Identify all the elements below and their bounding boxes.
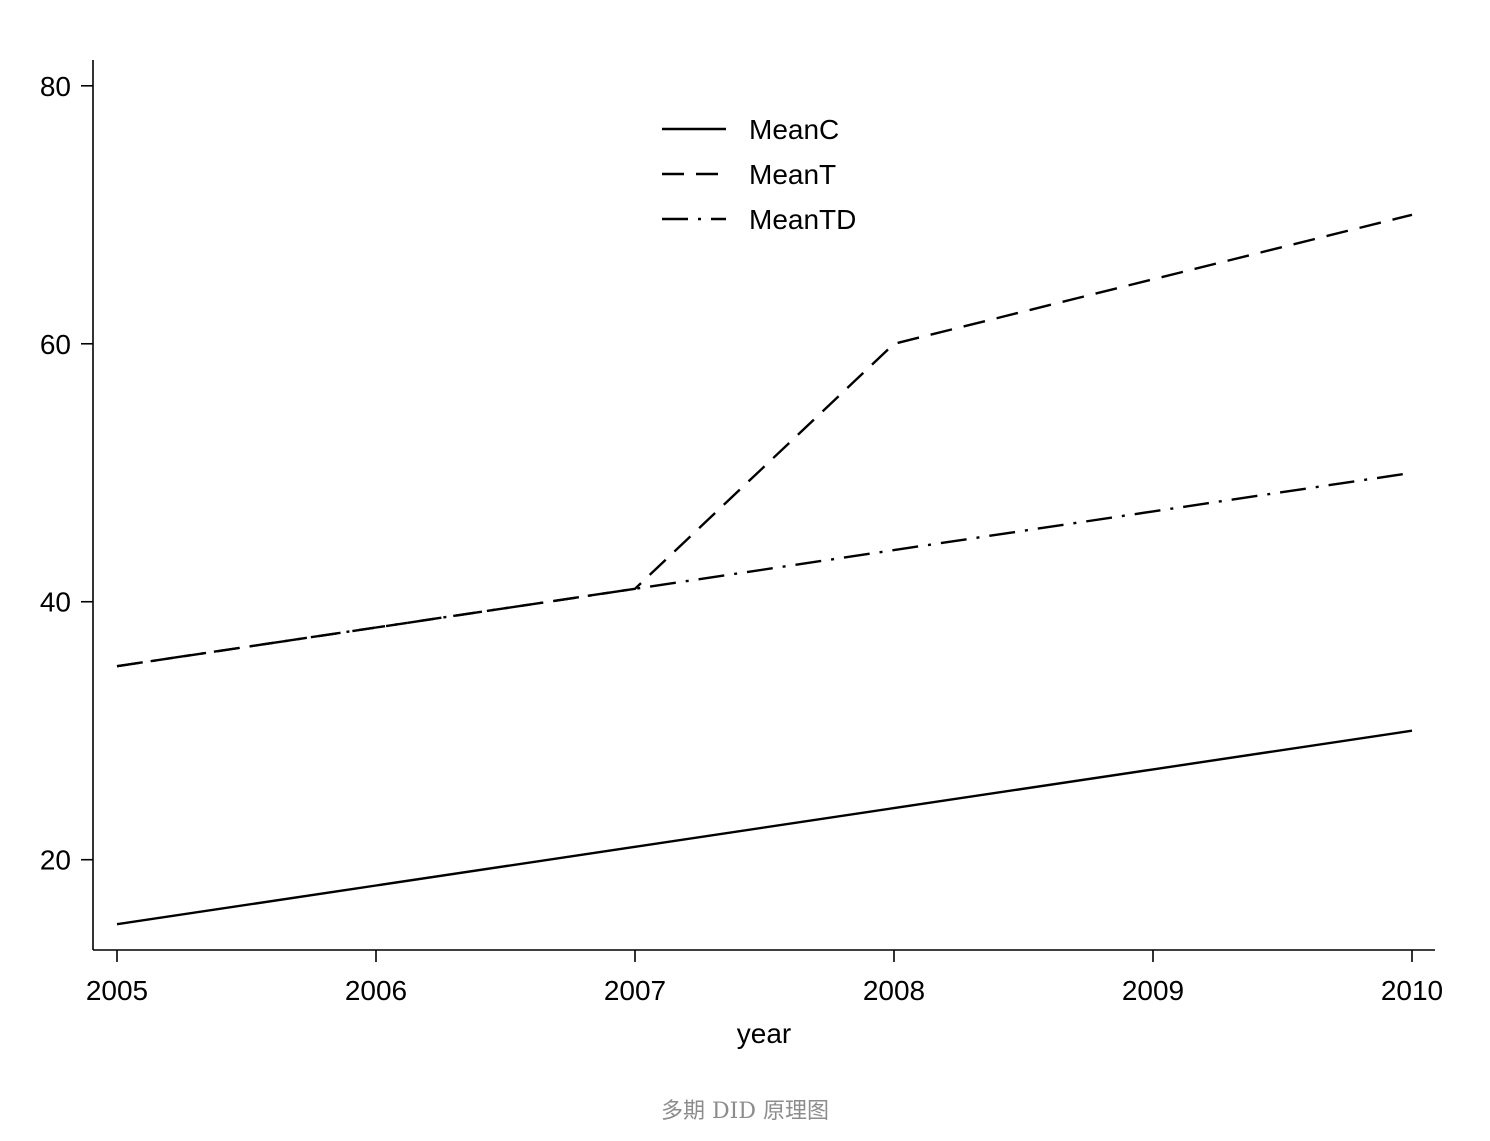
x-tick-label: 2010 — [1381, 975, 1443, 1006]
y-tick-label: 40 — [40, 587, 71, 618]
axes — [92, 60, 1435, 951]
y-ticks: 20 40 60 80 — [40, 71, 93, 876]
legend-label-meant: MeanT — [749, 159, 836, 190]
x-axis-title: year — [737, 1018, 791, 1049]
x-ticks: 2005 2006 2007 2008 2009 2010 — [86, 950, 1443, 1006]
legend: MeanC MeanT MeanTD — [662, 114, 856, 235]
series-lines — [116, 213, 1413, 926]
series-line-meantd — [116, 471, 1413, 668]
y-tick-label: 80 — [40, 71, 71, 102]
y-tick-label: 20 — [40, 845, 71, 876]
figure-caption: 多期 DID 原理图 — [661, 1099, 829, 1124]
legend-label-meanc: MeanC — [749, 114, 839, 145]
x-tick-label: 2008 — [863, 975, 925, 1006]
series-line-meant — [116, 213, 1413, 668]
y-tick-label: 60 — [40, 329, 71, 360]
x-tick-label: 2006 — [345, 975, 407, 1006]
legend-label-meantd: MeanTD — [749, 204, 856, 235]
series-line-meanc — [116, 729, 1413, 926]
x-tick-label: 2007 — [604, 975, 666, 1006]
x-tick-label: 2005 — [86, 975, 148, 1006]
x-tick-label: 2009 — [1122, 975, 1184, 1006]
